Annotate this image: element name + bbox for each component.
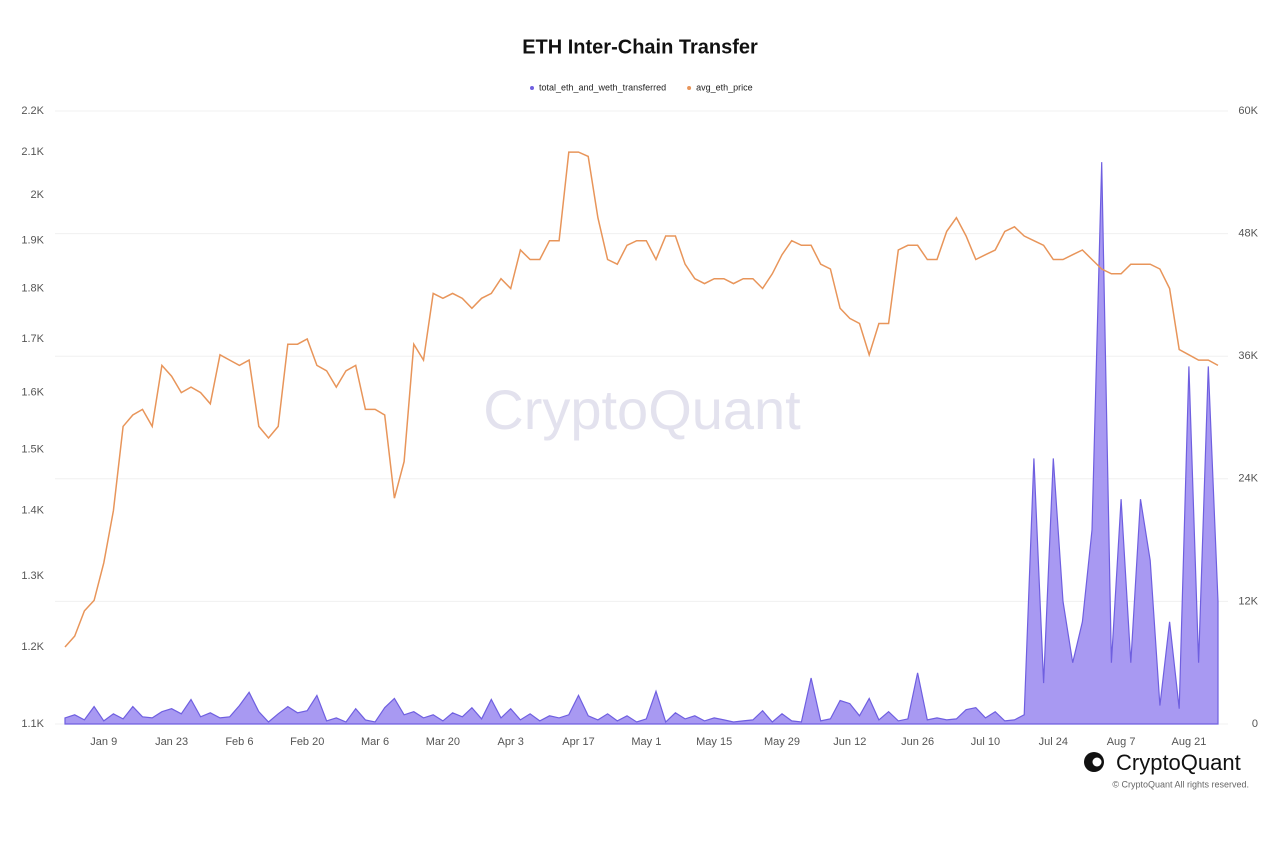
chart-title: ETH Inter-Chain Transfer xyxy=(522,36,758,58)
x-tick-label: Mar 20 xyxy=(426,736,460,748)
y-tick-label: 2K xyxy=(31,189,45,201)
x-tick-label: Aug 21 xyxy=(1171,736,1206,748)
y2-tick-label: 36K xyxy=(1238,350,1258,362)
y-tick-label: 2.2K xyxy=(21,105,44,117)
watermark: CryptoQuant xyxy=(483,378,801,441)
y-tick-label: 2.1K xyxy=(21,146,44,158)
x-tick-label: Jun 26 xyxy=(901,736,934,748)
x-tick-label: Jul 24 xyxy=(1039,736,1068,748)
x-tick-label: Apr 17 xyxy=(562,736,594,748)
y2-tick-label: 60K xyxy=(1238,105,1258,117)
x-tick-label: Mar 6 xyxy=(361,736,389,748)
brand-logo xyxy=(1084,752,1104,772)
y2-tick-label: 12K xyxy=(1238,595,1258,607)
y-tick-label: 1.4K xyxy=(21,505,44,517)
line xyxy=(64,151,1219,648)
x-tick-label: Jun 12 xyxy=(833,736,866,748)
x-tick-label: Feb 20 xyxy=(290,736,324,748)
y-tick-label: 1.2K xyxy=(21,641,44,653)
x-tick-label: Jan 9 xyxy=(90,736,117,748)
y2-tick-label: 48K xyxy=(1238,228,1258,240)
y-tick-label: 1.7K xyxy=(21,333,44,345)
legend-label: total_eth_and_weth_transferred xyxy=(539,82,666,92)
x-tick-label: May 15 xyxy=(696,736,732,748)
y-tick-label: 1.1K xyxy=(21,718,44,730)
y-tick-label: 1.8K xyxy=(21,282,44,294)
legend-marker xyxy=(530,86,534,90)
brand: CryptoQuant xyxy=(1116,750,1241,775)
x-tick-label: Aug 7 xyxy=(1107,736,1136,748)
y2-tick-label: 0 xyxy=(1252,718,1258,730)
x-tick-label: May 29 xyxy=(764,736,800,748)
y-tick-label: 1.9K xyxy=(21,235,44,247)
legend-marker xyxy=(687,86,692,90)
x-tick-label: Jan 23 xyxy=(155,736,188,748)
y-tick-label: 1.6K xyxy=(21,387,44,399)
x-tick-label: Feb 6 xyxy=(225,736,253,748)
y-tick-label: 1.3K xyxy=(21,570,44,582)
y2-tick-label: 24K xyxy=(1238,473,1258,485)
area xyxy=(64,162,1219,725)
legend-label: avg_eth_price xyxy=(696,82,753,92)
copyright: © CryptoQuant All rights reserved. xyxy=(1112,779,1249,789)
x-tick-label: May 1 xyxy=(631,736,661,748)
y-tick-label: 1.5K xyxy=(21,444,44,456)
x-tick-label: Jul 10 xyxy=(971,736,1000,748)
x-tick-label: Apr 3 xyxy=(498,736,524,748)
